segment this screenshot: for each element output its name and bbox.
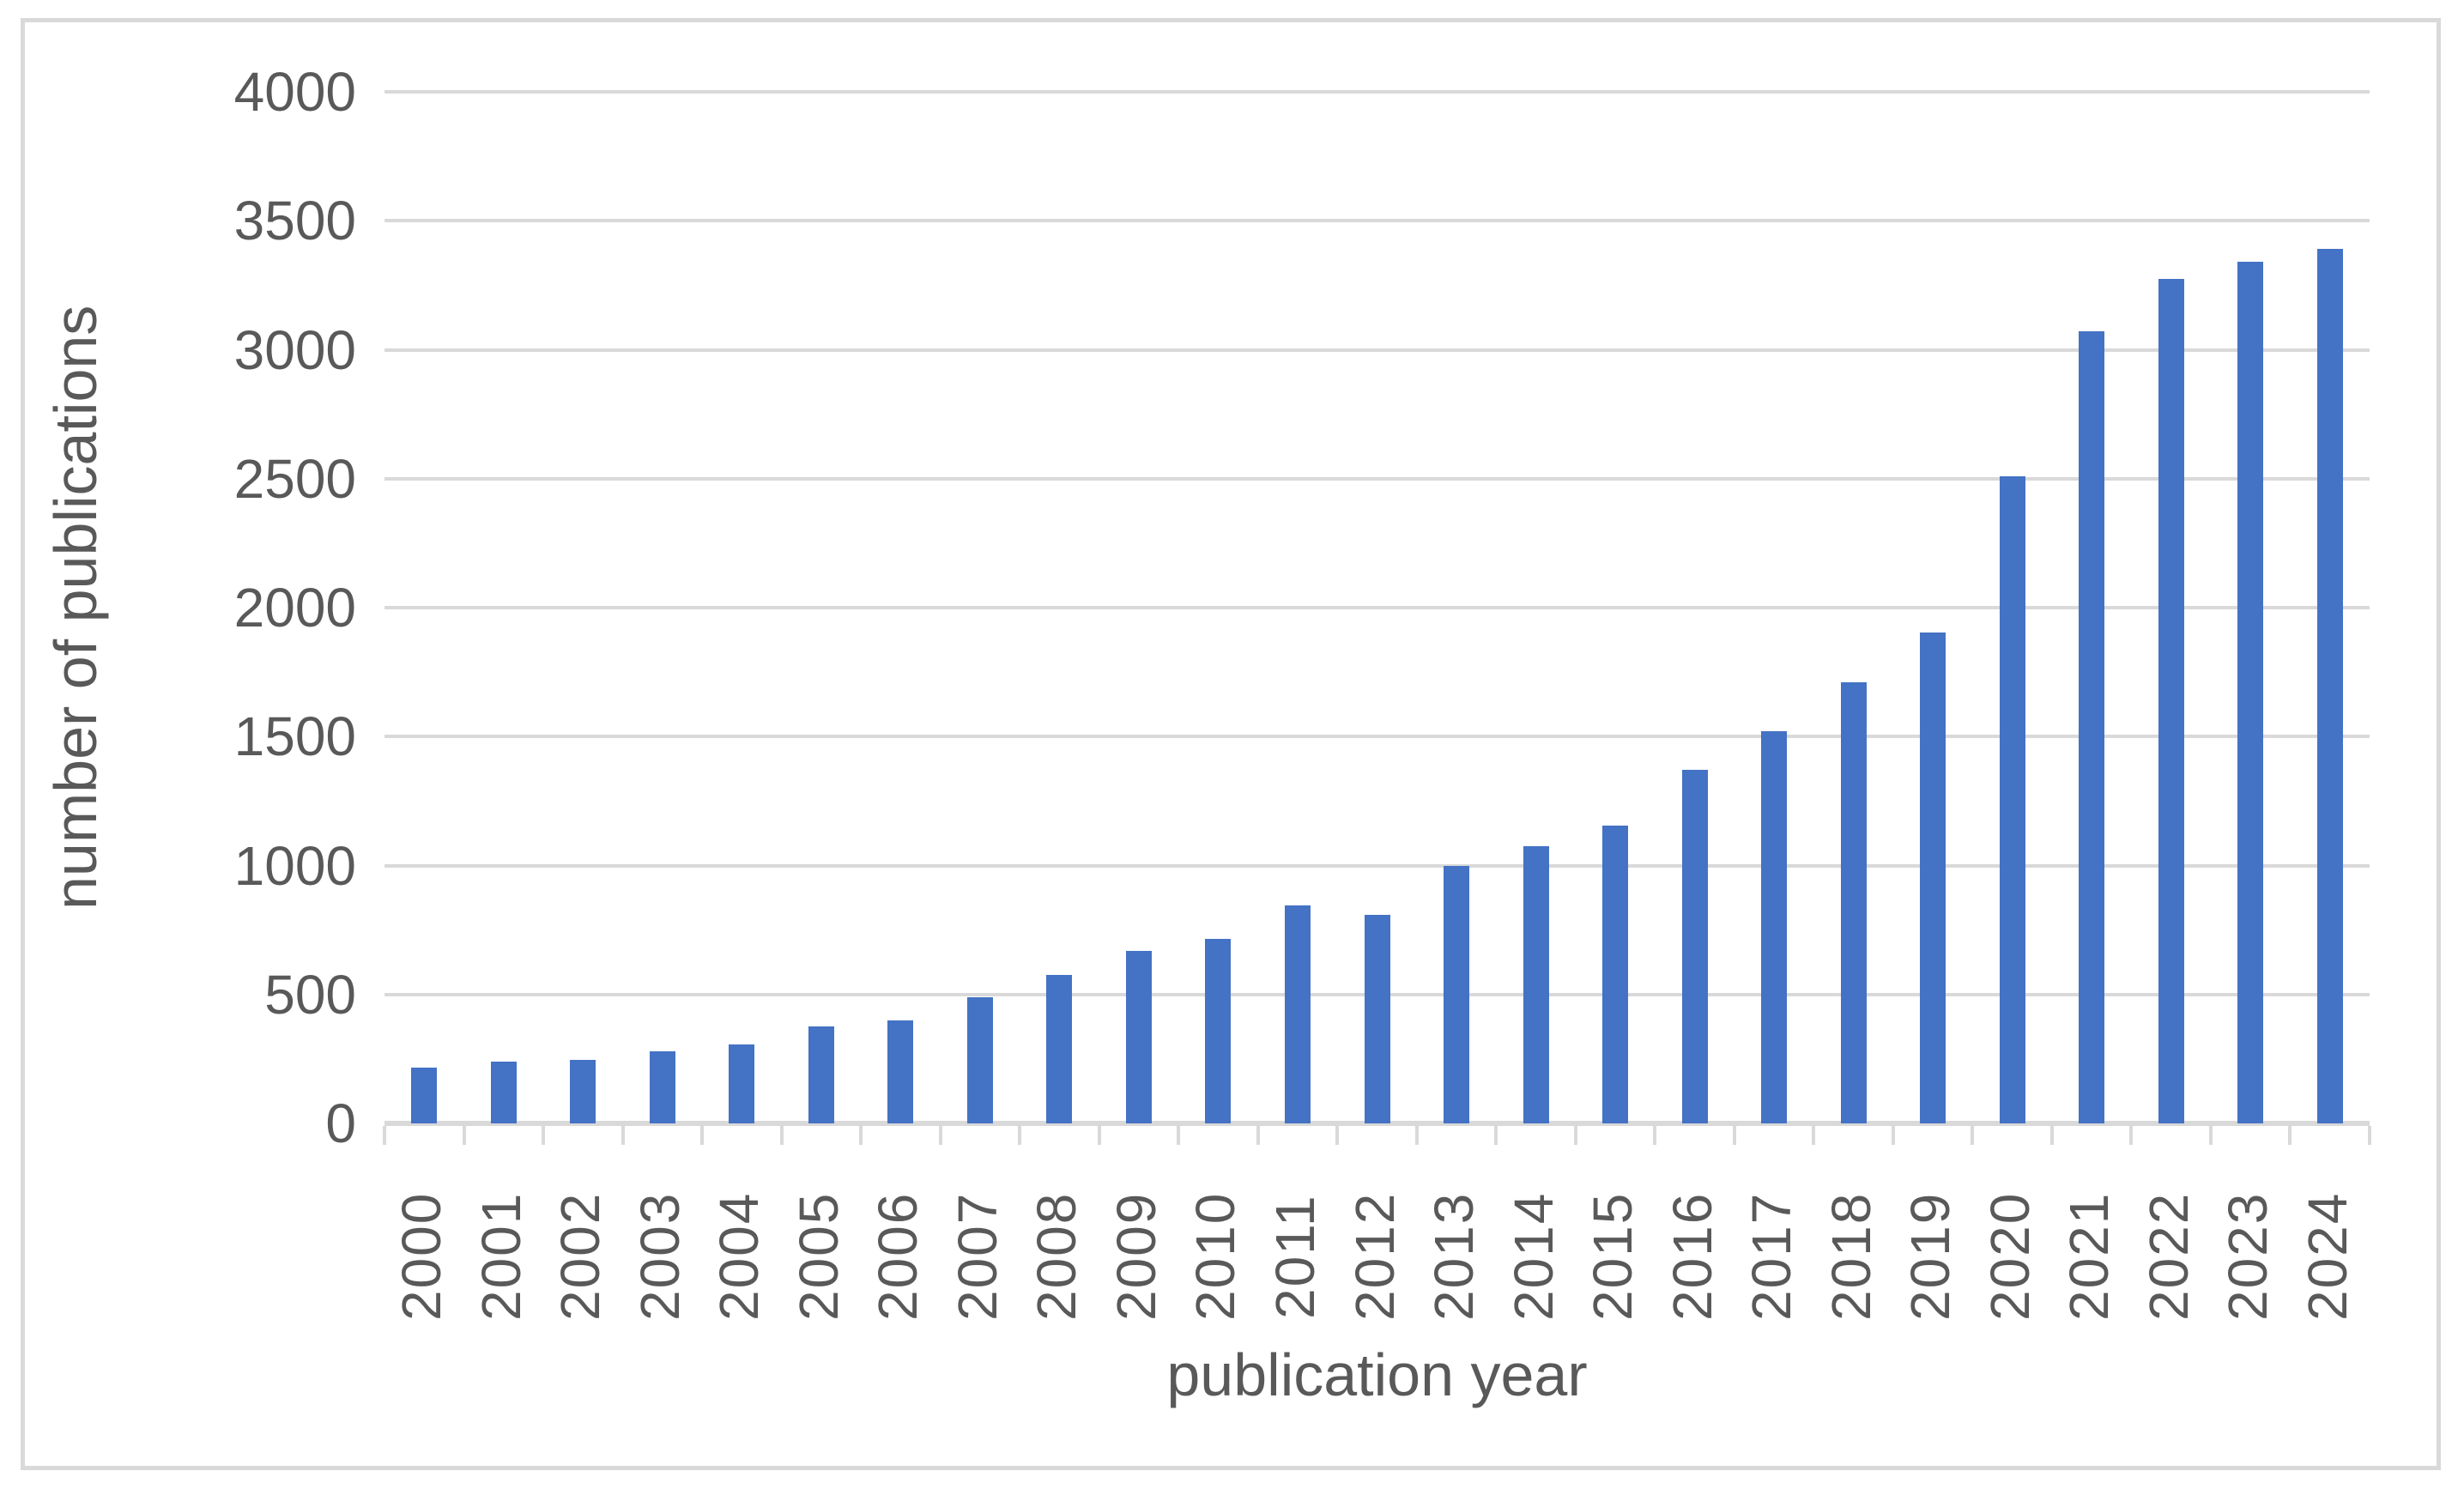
x-axis-tick (938, 1126, 942, 1145)
x-tick-label-2015: 2015 (1582, 1191, 1644, 1322)
x-tick-label-2016: 2016 (1661, 1191, 1723, 1322)
x-tick-label-2009: 2009 (1105, 1191, 1167, 1322)
bar-2005 (808, 1026, 834, 1123)
gridline-3000 (384, 348, 2370, 352)
bar-2009 (1125, 950, 1152, 1123)
y-tick-label-3000: 3000 (233, 318, 356, 381)
bar-2017 (1761, 731, 1788, 1123)
chart-border (21, 18, 2441, 1470)
bar-2007 (966, 996, 993, 1123)
x-tick-label-2019: 2019 (1899, 1191, 1962, 1322)
x-axis-line (384, 1121, 2370, 1126)
bar-2006 (887, 1020, 914, 1123)
y-tick-label-1500: 1500 (233, 705, 356, 768)
x-axis-tick (2288, 1126, 2292, 1145)
x-tick-label-2007: 2007 (946, 1191, 1008, 1322)
x-axis-tick (1097, 1126, 1101, 1145)
x-axis-tick (779, 1126, 784, 1145)
bar-2014 (1523, 845, 1549, 1123)
x-tick-label-2024: 2024 (2296, 1191, 2358, 1322)
x-tick-label-2022: 2022 (2137, 1191, 2200, 1322)
bar-2024 (2316, 249, 2343, 1123)
x-tick-label-2011: 2011 (1263, 1194, 1326, 1319)
x-tick-label-2000: 2000 (390, 1191, 453, 1322)
bar-2018 (1840, 682, 1867, 1123)
bar-2023 (2237, 262, 2264, 1123)
x-axis-tick (1494, 1126, 1498, 1145)
x-axis-tick (2208, 1126, 2213, 1145)
bar-2000 (411, 1068, 438, 1123)
x-tick-label-2004: 2004 (708, 1191, 771, 1322)
gridline-3500 (384, 219, 2370, 223)
x-tick-label-2010: 2010 (1184, 1191, 1247, 1322)
gridline-2000 (384, 606, 2370, 609)
x-axis-tick (1018, 1126, 1022, 1145)
x-tick-label-2006: 2006 (867, 1191, 929, 1322)
bar-2004 (729, 1044, 755, 1123)
gridline-1500 (384, 735, 2370, 739)
x-tick-label-2017: 2017 (1741, 1191, 1803, 1322)
x-axis-tick (1653, 1126, 1657, 1145)
bar-2001 (490, 1061, 517, 1123)
y-tick-label-2000: 2000 (233, 577, 356, 639)
x-axis-tick (621, 1126, 625, 1145)
x-axis-tick (1256, 1126, 1260, 1145)
y-tick-label-0: 0 (325, 1093, 356, 1154)
bar-2008 (1046, 975, 1073, 1123)
x-tick-label-2018: 2018 (1819, 1191, 1882, 1322)
x-axis-title: publication year (1166, 1341, 1588, 1408)
bar-2002 (570, 1060, 596, 1123)
x-axis-tick (859, 1126, 863, 1145)
x-axis-tick (2049, 1126, 2054, 1145)
x-tick-label-2023: 2023 (2217, 1191, 2279, 1322)
bar-2010 (1205, 939, 1232, 1123)
x-tick-label-2013: 2013 (1423, 1191, 1486, 1322)
gridline-4000 (384, 90, 2370, 94)
x-axis-tick (1812, 1126, 1816, 1145)
bar-2012 (1364, 914, 1390, 1123)
y-tick-label-3500: 3500 (233, 190, 356, 252)
x-axis-tick (1335, 1126, 1340, 1145)
x-axis-tick (2129, 1126, 2134, 1145)
x-tick-label-2021: 2021 (2058, 1191, 2121, 1322)
x-axis-tick (1891, 1126, 1895, 1145)
x-tick-label-2002: 2002 (549, 1191, 612, 1322)
y-tick-label-2500: 2500 (233, 447, 356, 510)
x-tick-label-2014: 2014 (1502, 1191, 1565, 1322)
bar-2020 (1999, 475, 2025, 1123)
x-tick-label-2005: 2005 (787, 1191, 850, 1322)
bar-2011 (1284, 905, 1311, 1123)
bar-2003 (649, 1050, 675, 1123)
y-tick-label-4000: 4000 (233, 61, 356, 123)
gridline-2500 (384, 476, 2370, 481)
x-tick-label-2012: 2012 (1343, 1191, 1406, 1322)
x-axis-tick (542, 1126, 546, 1145)
x-axis-tick (2368, 1126, 2371, 1145)
gridline-1000 (384, 863, 2370, 868)
x-axis-tick (462, 1126, 466, 1145)
x-tick-label-2003: 2003 (628, 1191, 691, 1322)
x-axis-tick (1732, 1126, 1736, 1145)
x-axis-tick (700, 1126, 705, 1145)
x-axis-tick (1573, 1126, 1577, 1145)
y-tick-label-500: 500 (264, 963, 356, 1026)
x-tick-label-2001: 2001 (469, 1191, 532, 1322)
x-axis-tick (1414, 1126, 1419, 1145)
x-tick-label-2020: 2020 (1978, 1191, 2041, 1322)
bar-2016 (1681, 770, 1708, 1123)
x-tick-label-2008: 2008 (1026, 1191, 1088, 1322)
x-axis-tick (1177, 1126, 1181, 1145)
x-axis-tick (383, 1126, 386, 1145)
bar-2019 (1920, 632, 1946, 1123)
bar-2021 (2079, 331, 2105, 1123)
bar-2022 (2158, 278, 2184, 1123)
y-tick-label-1000: 1000 (233, 834, 356, 897)
bar-2013 (1444, 865, 1470, 1123)
bar-2015 (1602, 825, 1629, 1123)
x-axis-tick (1971, 1126, 1975, 1145)
